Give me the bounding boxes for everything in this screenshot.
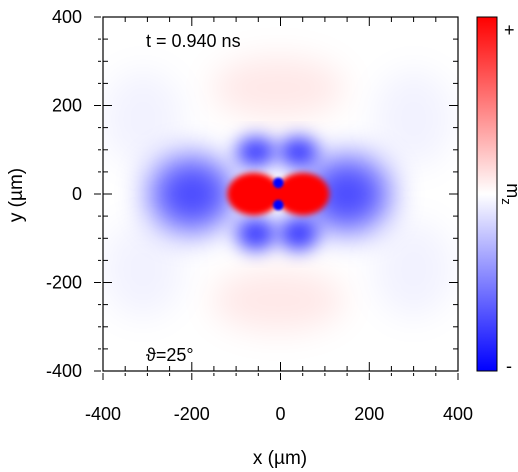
colorbar-title: mz bbox=[499, 183, 518, 205]
central-positive-lobe-left bbox=[227, 172, 281, 216]
upper-negative-lobe-left bbox=[236, 136, 277, 168]
y-axis-title: y (µm) bbox=[6, 168, 27, 222]
left-faint-negative-wing-low bbox=[103, 220, 183, 318]
x-tick-label: -400 bbox=[85, 404, 121, 424]
angle-annotation: ϑ=25° bbox=[146, 345, 194, 365]
core-dot-top bbox=[273, 177, 284, 189]
colorbar-title-main: m bbox=[503, 183, 518, 198]
right-negative-lobe bbox=[304, 156, 390, 232]
y-tick-label: -400 bbox=[46, 361, 82, 381]
y-tick-label: 200 bbox=[52, 96, 82, 116]
svg-text:mz: mz bbox=[499, 183, 518, 205]
colorbar bbox=[476, 16, 498, 372]
left-faint-negative-wing bbox=[103, 70, 183, 168]
colorbar-max-label: + bbox=[504, 20, 515, 40]
time-annotation: t = 0.940 ns bbox=[146, 31, 241, 51]
x-tick-label: -200 bbox=[174, 404, 210, 424]
left-negative-lobe bbox=[149, 156, 234, 232]
upper-negative-lobe-right bbox=[278, 136, 319, 168]
central-positive-lobe-neck bbox=[265, 185, 292, 203]
y-tick-label: 400 bbox=[52, 7, 82, 27]
right-faint-negative-wing-low bbox=[373, 220, 454, 318]
heatmap-field bbox=[103, 17, 458, 371]
central-positive-lobe-right bbox=[276, 172, 330, 216]
right-faint-negative-wing bbox=[373, 70, 454, 168]
x-axis-title: x (µm) bbox=[253, 448, 307, 469]
lower-negative-lobe-right bbox=[278, 216, 319, 251]
colorbar-title-subscript: z bbox=[499, 198, 514, 205]
lower-negative-lobe-left bbox=[236, 216, 277, 251]
x-tick-label: 0 bbox=[275, 404, 285, 424]
lower-faint-positive-arc bbox=[211, 269, 345, 332]
x-tick-label: 200 bbox=[354, 404, 384, 424]
upper-faint-positive-arc bbox=[211, 56, 345, 119]
axes: -400 -200 0 200 400 400 200 0 -200 -400 bbox=[46, 7, 473, 424]
core-dot-bottom bbox=[273, 199, 284, 211]
x-tick-label: 400 bbox=[443, 404, 473, 424]
y-tick-label: -200 bbox=[46, 273, 82, 293]
colorbar-min-label: - bbox=[506, 356, 512, 376]
y-tick-label: 0 bbox=[72, 184, 82, 204]
